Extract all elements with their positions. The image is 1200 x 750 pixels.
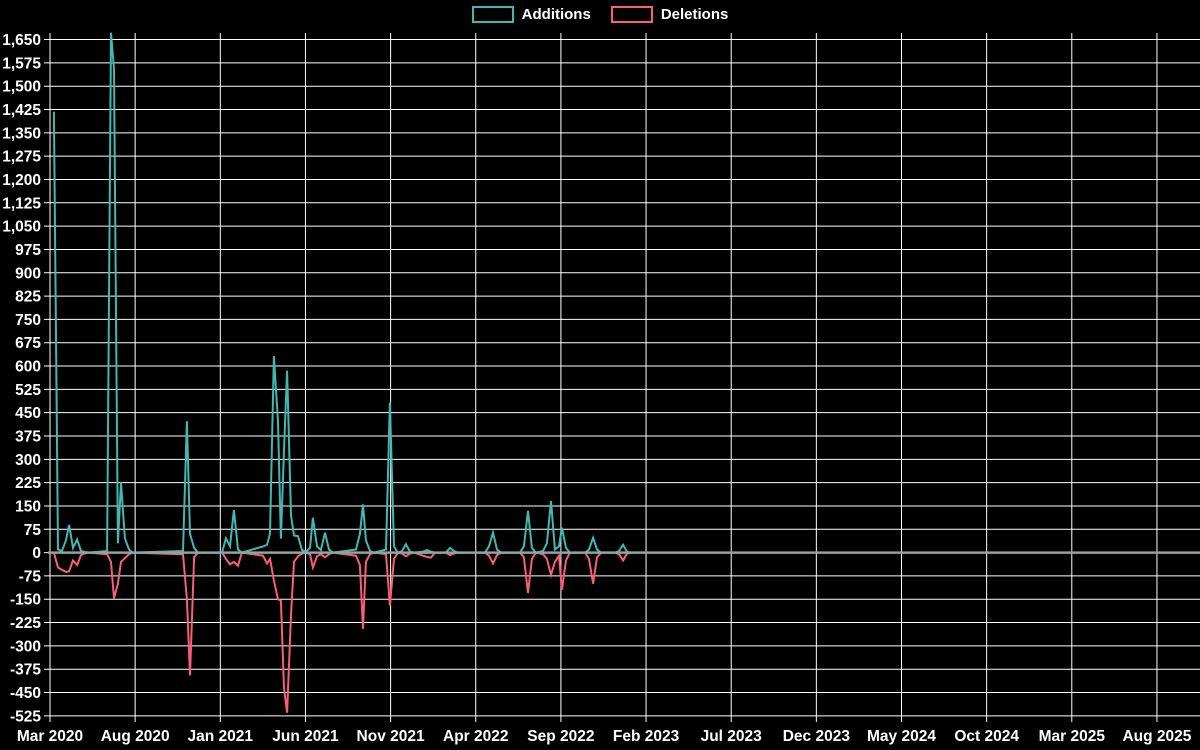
y-tick-label: 1,275: [2, 149, 41, 166]
x-tick-label: Mar 2025: [1039, 728, 1106, 745]
x-tick-label: Jan 2021: [188, 728, 254, 745]
y-tick-label: -450: [10, 685, 41, 702]
legend-item-deletions[interactable]: Deletions: [610, 6, 729, 23]
y-tick-label: 525: [15, 382, 41, 399]
y-tick-label: 675: [15, 335, 41, 352]
x-tick-label: Nov 2021: [357, 728, 425, 745]
y-tick-label: -225: [10, 615, 41, 632]
y-tick-label: 1,500: [2, 79, 41, 96]
y-tick-label: -300: [10, 638, 41, 655]
y-tick-label: 750: [15, 312, 41, 329]
y-tick-label: -375: [10, 662, 41, 679]
y-tick-label: 450: [15, 405, 41, 422]
x-tick-label: Apr 2022: [443, 728, 508, 745]
y-tick-label: 600: [15, 359, 41, 376]
x-tick-label: May 2024: [867, 728, 936, 745]
y-tick-label: 1,200: [2, 172, 41, 189]
legend-label-deletions: Deletions: [660, 6, 729, 23]
y-tick-label: 1,650: [2, 32, 41, 49]
x-tick-label: Jun 2021: [272, 728, 339, 745]
legend-label-additions: Additions: [521, 6, 591, 23]
y-tick-label: 1,575: [2, 55, 41, 72]
additions-swatch-icon: [471, 6, 514, 23]
y-tick-label: -525: [10, 708, 41, 725]
y-tick-label: 225: [15, 475, 41, 492]
y-tick-label: 75: [24, 522, 42, 539]
x-tick-label: Aug 2020: [101, 728, 170, 745]
additions-line: [52, 32, 632, 554]
y-tick-label: 150: [15, 498, 41, 515]
y-tick-label: 1,350: [2, 125, 41, 142]
y-tick-label: 375: [15, 429, 41, 446]
y-tick-label: 0: [32, 545, 41, 562]
y-tick-label: 1,050: [2, 219, 41, 236]
y-tick-label: 1,125: [2, 195, 41, 212]
y-tick-label: 1,425: [2, 102, 41, 119]
y-tick-label: 825: [15, 289, 41, 306]
x-tick-label: Mar 2020: [17, 728, 83, 745]
y-tick-label: 900: [15, 265, 41, 282]
y-tick-label: 300: [15, 452, 41, 469]
x-tick-label: Oct 2024: [954, 728, 1019, 745]
y-tick-label: 975: [15, 242, 41, 259]
chart-legend: Additions Deletions: [0, 6, 1200, 23]
y-tick-label: -75: [19, 568, 42, 585]
deletions-line: [52, 551, 632, 713]
x-tick-label: Aug 2025: [1122, 728, 1191, 745]
y-tick-label: -150: [10, 592, 41, 609]
deletions-swatch-icon: [610, 6, 653, 23]
x-tick-label: Jul 2023: [701, 728, 763, 745]
x-tick-label: Feb 2023: [613, 728, 680, 745]
x-tick-label: Dec 2023: [783, 728, 851, 745]
x-tick-label: Sep 2022: [527, 728, 594, 745]
legend-item-additions[interactable]: Additions: [471, 6, 591, 23]
